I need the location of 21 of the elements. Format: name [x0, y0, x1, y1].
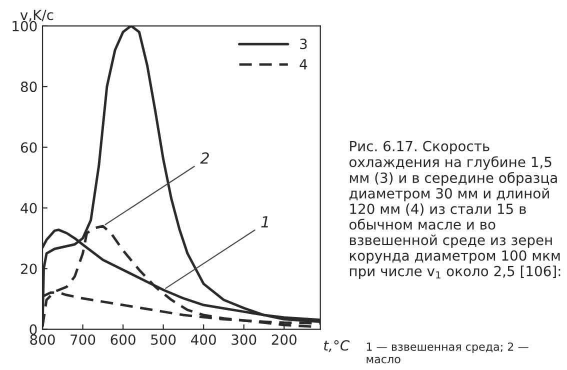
y-tick-label: 60: [20, 142, 37, 153]
x-tick-label: 700: [70, 334, 96, 345]
y-tick-label: 0: [30, 324, 37, 335]
x-tick-label: 300: [232, 334, 256, 345]
text: Рис. 6.17. Скорость охлаждения на глубине 1,5 мм (3) и в середине образца диаметром 30 мм и длиной 120 мм (4) из стали 15 в обычном масле и во взвешенной среде из зерен корунда диаметром 100 мкм при числе v$_{1}$ около 2,5 [106]:: [349, 140, 560, 280]
x-tick-label: 200: [272, 334, 296, 345]
x-tick-label: 500: [151, 334, 176, 345]
y-tick-label: 100: [12, 20, 37, 32]
legend-label: 3: [300, 38, 307, 50]
y-axis-title: v,K/c: [20, 10, 54, 22]
annotation: 1: [261, 216, 268, 228]
annotation: 2: [200, 152, 209, 164]
x-axis-title: t,°C: [324, 340, 350, 352]
y-tick-label: 80: [20, 82, 37, 92]
x-tick-label: 600: [110, 334, 136, 345]
y-tick-label: 20: [21, 264, 37, 274]
text: 1 — взвешенная среда; 2 — масло: [366, 342, 528, 364]
x-tick-label: 800: [30, 334, 55, 345]
x-tick-label: 400: [191, 334, 216, 345]
legend-label: 4: [300, 59, 308, 70]
y-tick-label: 40: [20, 202, 37, 214]
